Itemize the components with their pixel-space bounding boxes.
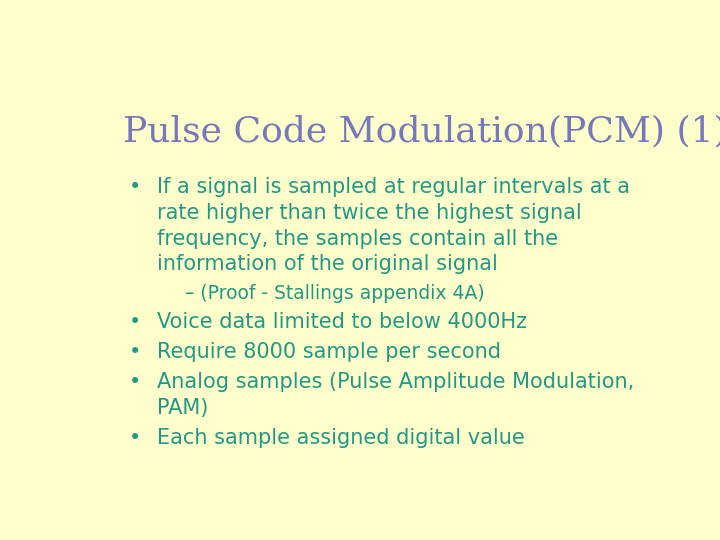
Text: •: •	[129, 372, 141, 392]
Text: •: •	[129, 428, 141, 448]
Text: Voice data limited to below 4000Hz: Voice data limited to below 4000Hz	[157, 312, 527, 332]
Text: •: •	[129, 177, 141, 197]
Text: Pulse Code Modulation(PCM) (1): Pulse Code Modulation(PCM) (1)	[124, 114, 720, 148]
Text: Require 8000 sample per second: Require 8000 sample per second	[157, 342, 501, 362]
Text: frequency, the samples contain all the: frequency, the samples contain all the	[157, 228, 558, 248]
Text: rate higher than twice the highest signal: rate higher than twice the highest signa…	[157, 203, 582, 223]
Text: •: •	[129, 342, 141, 362]
Text: information of the original signal: information of the original signal	[157, 254, 498, 274]
Text: – (Proof - Stallings appendix 4A): – (Proof - Stallings appendix 4A)	[185, 285, 485, 303]
Text: PAM): PAM)	[157, 398, 208, 418]
Text: If a signal is sampled at regular intervals at a: If a signal is sampled at regular interv…	[157, 177, 630, 197]
Text: •: •	[129, 312, 141, 332]
Text: Analog samples (Pulse Amplitude Modulation,: Analog samples (Pulse Amplitude Modulati…	[157, 372, 634, 392]
Text: Each sample assigned digital value: Each sample assigned digital value	[157, 428, 525, 448]
